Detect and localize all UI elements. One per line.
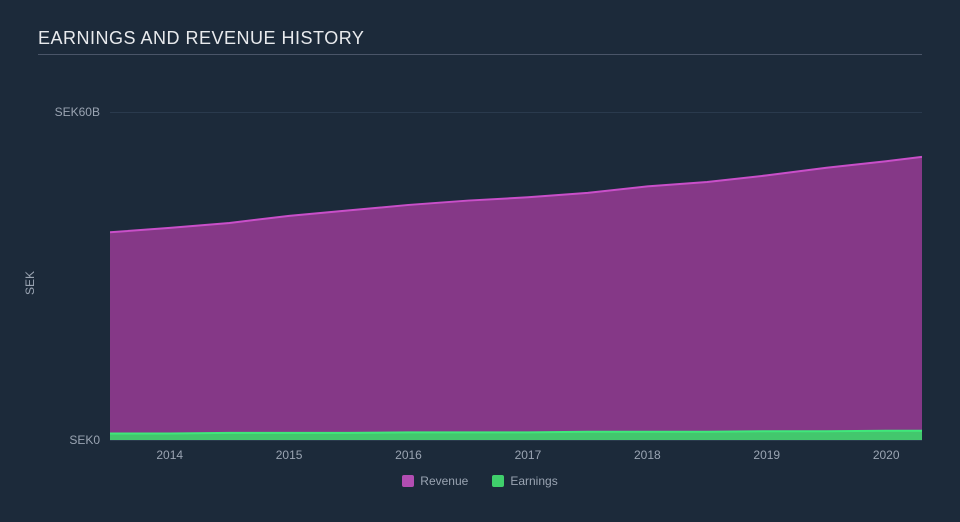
title-underline xyxy=(38,54,922,55)
gridline xyxy=(110,112,922,113)
legend-label: Earnings xyxy=(510,474,557,488)
y-axis-title: SEK xyxy=(23,271,37,295)
chart-title: EARNINGS AND REVENUE HISTORY xyxy=(38,28,364,49)
x-tick-label: 2020 xyxy=(873,448,900,462)
legend-label: Revenue xyxy=(420,474,468,488)
plot-area xyxy=(110,112,922,440)
y-tick-label: SEK60B xyxy=(38,105,100,119)
x-tick-label: 2018 xyxy=(634,448,661,462)
area-series xyxy=(110,157,922,440)
x-tick-label: 2017 xyxy=(515,448,542,462)
x-tick-label: 2016 xyxy=(395,448,422,462)
gridline xyxy=(110,440,922,441)
legend-item: Revenue xyxy=(402,474,468,488)
area-chart-svg xyxy=(110,112,922,440)
legend-swatch xyxy=(492,475,504,487)
legend: Revenue Earnings xyxy=(0,474,960,488)
legend-swatch xyxy=(402,475,414,487)
chart-container: EARNINGS AND REVENUE HISTORY SEK Revenue… xyxy=(0,0,960,522)
x-tick-label: 2019 xyxy=(753,448,780,462)
x-tick-label: 2014 xyxy=(156,448,183,462)
legend-item: Earnings xyxy=(492,474,557,488)
x-tick-label: 2015 xyxy=(276,448,303,462)
y-tick-label: SEK0 xyxy=(38,433,100,447)
